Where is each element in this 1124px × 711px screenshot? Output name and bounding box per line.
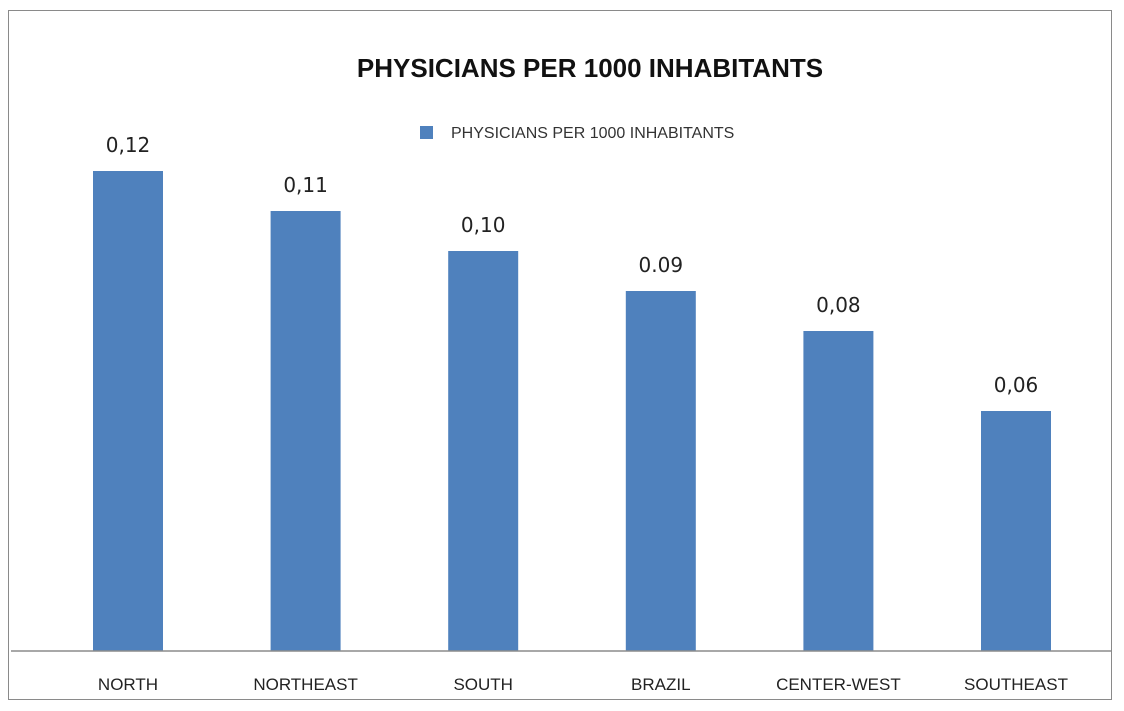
chart-title: PHYSICIANS PER 1000 INHABITANTS <box>357 53 823 83</box>
x-tick-label-center-west: CENTER-WEST <box>776 675 901 694</box>
legend-swatch <box>420 126 433 139</box>
bar-south <box>448 251 519 651</box>
x-tick-label-south: SOUTH <box>453 675 513 694</box>
chart-frame: PHYSICIANS PER 1000 INHABITANTS PHYSICIA… <box>8 10 1112 700</box>
bar-center-west <box>803 331 874 651</box>
bar-northeast <box>270 211 341 651</box>
data-label-north: 0,12 <box>106 133 151 157</box>
bar-brazil <box>625 291 696 651</box>
x-tick-label-brazil: BRAZIL <box>631 675 691 694</box>
x-tick-label-southeast: SOUTHEAST <box>964 675 1068 694</box>
data-label-center-west: 0,08 <box>816 293 861 317</box>
x-tick-labels: NORTH NORTHEAST SOUTH BRAZIL CENTER-WEST SOUT… <box>98 675 1068 694</box>
x-tick-label-north: NORTH <box>98 675 158 694</box>
data-label-northeast: 0,11 <box>283 173 328 197</box>
legend: PHYSICIANS PER 1000 INHABITANTS <box>420 125 734 142</box>
data-labels: 0,12 0,11 0,10 0.09 0,08 0,06 <box>106 133 1039 397</box>
bars <box>93 171 1051 651</box>
bar-north <box>93 171 163 651</box>
data-label-southeast: 0,06 <box>994 373 1039 397</box>
legend-label: PHYSICIANS PER 1000 INHABITANTS <box>451 125 734 142</box>
bar-southeast <box>981 411 1051 651</box>
data-label-brazil: 0.09 <box>639 253 684 277</box>
x-tick-label-northeast: NORTHEAST <box>253 675 358 694</box>
data-label-south: 0,10 <box>461 213 506 237</box>
bar-chart: PHYSICIANS PER 1000 INHABITANTS PHYSICIA… <box>11 53 1111 694</box>
